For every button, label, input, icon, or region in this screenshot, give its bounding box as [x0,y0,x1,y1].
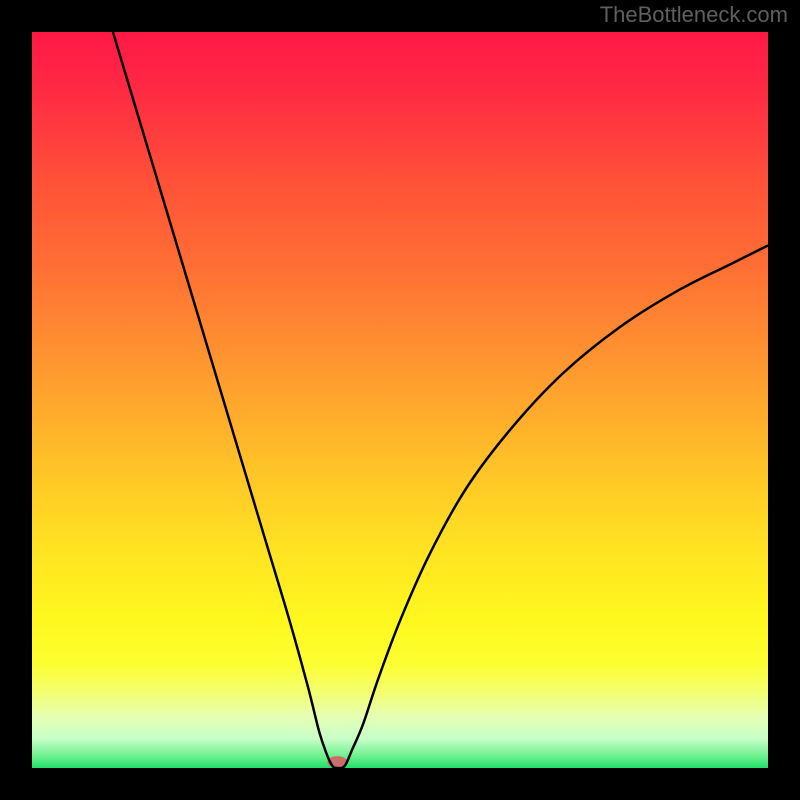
bottleneck-chart [0,0,800,800]
watermark-text: TheBottleneck.com [600,2,788,28]
plot-background [32,32,768,768]
